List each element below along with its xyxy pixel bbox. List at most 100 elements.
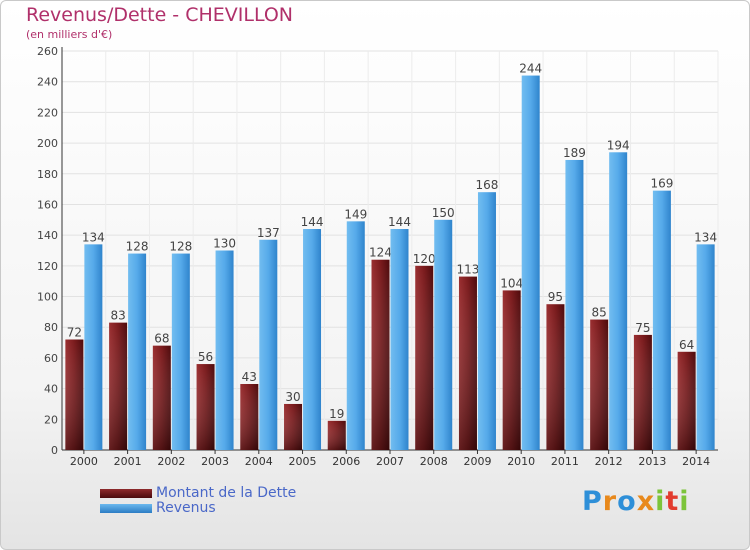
data-label-revenus: 134 — [82, 230, 105, 244]
data-label-revenus: 169 — [650, 177, 673, 191]
data-label-dette: 83 — [110, 309, 125, 323]
data-label-dette: 95 — [548, 290, 563, 304]
bar-dette-shade — [502, 290, 521, 450]
logo-letter: o — [617, 486, 637, 517]
bar-revenus — [259, 239, 278, 450]
bar-dette-shade — [284, 403, 303, 450]
logo-letter: t — [665, 486, 680, 517]
legend-swatch-dette — [100, 489, 152, 498]
logo-letter: x — [636, 486, 656, 517]
data-label-revenus: 168 — [476, 178, 499, 192]
y-tick-label: 100 — [37, 291, 58, 304]
bar-revenus — [521, 75, 540, 451]
data-label-revenus: 189 — [563, 146, 586, 160]
data-label-dette: 43 — [242, 370, 257, 384]
bar-dette-shade — [458, 276, 477, 450]
data-label-dette: 64 — [679, 338, 694, 352]
bar-dette-shade — [633, 334, 652, 450]
bar-revenus — [477, 192, 496, 450]
y-tick-label: 20 — [44, 413, 58, 426]
logo-letter: i — [679, 486, 690, 517]
data-label-dette: 30 — [285, 390, 300, 404]
x-tick-label: 2003 — [201, 455, 229, 468]
chart-subtitle: (en milliers d'€) — [26, 28, 113, 41]
data-label-dette: 56 — [198, 350, 213, 364]
legend-label-dette: Montant de la Dette — [156, 485, 297, 501]
bar-dette-shade — [65, 339, 84, 450]
x-tick-label: 2004 — [245, 455, 273, 468]
logo-letter: i — [655, 486, 666, 517]
bar-dette-shade — [415, 265, 434, 450]
data-label-revenus: 244 — [519, 62, 542, 76]
y-tick-label: 240 — [37, 76, 58, 89]
x-tick-label: 2000 — [70, 455, 98, 468]
bar-dette-shade — [677, 351, 696, 450]
bar-revenus — [346, 221, 365, 450]
x-tick-label: 2014 — [682, 455, 710, 468]
legend-swatch-revenus — [100, 504, 152, 513]
data-label-revenus: 134 — [694, 230, 717, 244]
x-tick-label: 2007 — [376, 455, 404, 468]
data-label-dette: 113 — [457, 263, 480, 277]
proxiti-logo: Proxiti — [582, 486, 690, 517]
data-label-revenus: 130 — [213, 237, 236, 251]
bar-dette-shade — [240, 384, 259, 450]
bar-revenus — [565, 159, 584, 450]
data-label-dette: 75 — [635, 321, 650, 335]
bar-revenus — [390, 229, 409, 450]
data-label-revenus: 144 — [301, 215, 324, 229]
data-label-revenus: 149 — [344, 207, 367, 221]
legend-label-revenus: Revenus — [156, 500, 216, 516]
logo-letter: P — [582, 486, 603, 517]
data-label-revenus: 128 — [126, 240, 149, 254]
bar-revenus — [128, 253, 147, 450]
y-tick-label: 160 — [37, 198, 58, 211]
data-label-revenus: 150 — [432, 206, 455, 220]
bar-dette-shade — [371, 259, 390, 450]
chart-title: Revenus/Dette - CHEVILLON — [26, 4, 294, 26]
x-tick-label: 2005 — [289, 455, 317, 468]
data-label-dette: 72 — [67, 326, 82, 340]
bar-revenus — [434, 219, 453, 450]
bar-dette-shade — [196, 364, 215, 450]
data-label-dette: 68 — [154, 332, 169, 346]
data-label-revenus: 128 — [169, 240, 192, 254]
y-tick-label: 60 — [44, 352, 58, 365]
bar-revenus — [171, 253, 190, 450]
x-tick-label: 2006 — [332, 455, 360, 468]
x-tick-label: 2002 — [157, 455, 185, 468]
bar-revenus — [652, 190, 671, 450]
logo-letter: r — [602, 486, 618, 517]
bar-dette-shade — [590, 319, 609, 450]
y-tick-label: 120 — [37, 260, 58, 273]
x-tick-label: 2011 — [551, 455, 579, 468]
y-tick-label: 140 — [37, 229, 58, 242]
y-tick-label: 200 — [37, 137, 58, 150]
bar-revenus — [696, 244, 715, 450]
bar-dette-shade — [109, 322, 128, 450]
bar-revenus — [215, 250, 234, 450]
y-tick-label: 180 — [37, 168, 58, 181]
bar-revenus — [609, 152, 628, 451]
y-tick-label: 220 — [37, 106, 58, 119]
data-label-dette: 19 — [329, 407, 344, 421]
y-tick-label: 80 — [44, 321, 58, 334]
data-label-dette: 85 — [592, 306, 607, 320]
data-label-dette: 124 — [369, 246, 392, 260]
bar-dette-shade — [546, 304, 565, 450]
y-tick-label: 40 — [44, 383, 58, 396]
data-label-dette: 104 — [500, 276, 523, 290]
bar-dette-shade — [152, 345, 171, 450]
bar-revenus — [303, 229, 322, 450]
x-tick-label: 2008 — [420, 455, 448, 468]
y-tick-label: 260 — [37, 45, 58, 58]
x-tick-label: 2009 — [463, 455, 491, 468]
data-label-revenus: 137 — [257, 226, 280, 240]
x-tick-label: 2013 — [638, 455, 666, 468]
bar-dette-shade — [327, 420, 346, 450]
x-tick-label: 2012 — [595, 455, 623, 468]
data-label-revenus: 144 — [388, 215, 411, 229]
data-label-dette: 120 — [413, 252, 436, 266]
x-tick-label: 2001 — [114, 455, 142, 468]
